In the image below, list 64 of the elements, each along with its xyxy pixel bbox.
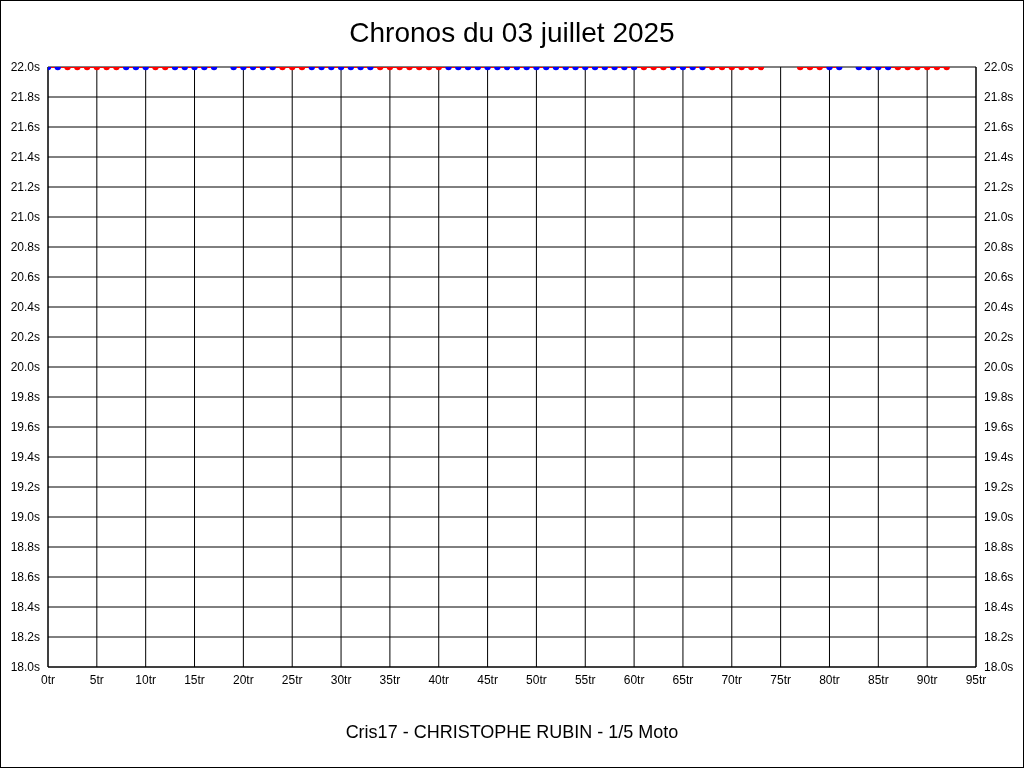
y-tick-label: 19.0s <box>10 510 40 525</box>
x-tick-label: 40tr <box>428 672 450 687</box>
y2-tick-label: 20.0s <box>984 360 1014 375</box>
x-tick-label: 85tr <box>867 672 889 687</box>
x-tick-label: 10tr <box>135 672 157 687</box>
y-tick-label: 18.2s <box>10 630 40 645</box>
x-tick-label: 25tr <box>281 672 303 687</box>
y2-tick-label: 19.2s <box>984 480 1014 495</box>
y-tick-label: 21.6s <box>10 120 40 135</box>
x-tick-label: 50tr <box>526 672 547 687</box>
y2-tick-label: 18.8s <box>984 540 1014 555</box>
y2-tick-label: 18.0s <box>984 660 1014 675</box>
y-tick-label: 20.4s <box>10 300 40 315</box>
x-tick-label: 5tr <box>89 672 104 687</box>
y-tick-label: 20.6s <box>10 270 40 285</box>
y2-tick-label: 21.0s <box>984 210 1014 225</box>
y2-tick-label: 19.4s <box>984 450 1014 465</box>
y-tick-label: 21.8s <box>10 90 40 105</box>
y-tick-label: 18.8s <box>10 540 40 555</box>
x-tick-label: 30tr <box>330 672 352 687</box>
y-tick-label: 18.4s <box>10 600 40 615</box>
y2-tick-label: 18.6s <box>984 570 1014 585</box>
x-tick-label: 15tr <box>184 672 205 687</box>
x-tick-label: 95tr <box>965 672 987 687</box>
x-tick-label: 65tr <box>672 672 694 687</box>
y2-tick-label: 19.0s <box>984 510 1014 525</box>
x-tick-label: 70tr <box>721 672 743 687</box>
y-tick-label: 18.0s <box>10 660 40 675</box>
y2-tick-label: 19.8s <box>984 390 1014 405</box>
y2-tick-label: 20.4s <box>984 300 1014 315</box>
y-tick-label: 20.2s <box>10 330 40 345</box>
y2-tick-label: 18.2s <box>984 630 1014 645</box>
y-tick-label: 20.0s <box>10 360 40 375</box>
x-tick-label: 60tr <box>623 672 645 687</box>
y-tick-label: 19.8s <box>10 390 40 405</box>
y2-tick-label: 20.2s <box>984 330 1014 345</box>
y2-tick-label: 21.2s <box>984 180 1014 195</box>
x-tick-label: 55tr <box>574 672 596 687</box>
y2-tick-label: 22.0s <box>984 60 1014 75</box>
y2-tick-label: 20.6s <box>984 270 1014 285</box>
y-tick-label: 18.6s <box>10 570 40 585</box>
x-tick-label: 20tr <box>233 672 254 687</box>
x-tick-label: 45tr <box>477 672 498 687</box>
y2-tick-label: 19.6s <box>984 420 1014 435</box>
y-tick-label: 21.4s <box>10 150 40 165</box>
y2-tick-label: 21.8s <box>984 90 1014 105</box>
x-tick-label: 75tr <box>770 672 791 687</box>
y2-tick-label: 21.6s <box>984 120 1014 135</box>
x-tick-label: 35tr <box>379 672 401 687</box>
x-tick-label: 90tr <box>916 672 938 687</box>
y-tick-label: 21.2s <box>10 180 40 195</box>
y-tick-label: 19.2s <box>10 480 40 495</box>
x-tick-label: 0tr <box>40 672 56 687</box>
y-tick-label: 19.6s <box>10 420 40 435</box>
chart-title: Chronos du 03 juillet 2025 <box>348 17 676 49</box>
y-tick-label: 21.0s <box>10 210 40 225</box>
y-tick-label: 22.0s <box>10 60 40 75</box>
y2-tick-label: 21.4s <box>984 150 1014 165</box>
text: Cris17 - CHRISTOPHE RUBIN - 1/5 Moto <box>344 722 680 743</box>
x-tick-label: 80tr <box>819 672 840 687</box>
y-tick-label: 20.8s <box>10 240 40 255</box>
y2-tick-label: 20.8s <box>984 240 1014 255</box>
y-tick-label: 19.4s <box>10 450 40 465</box>
y2-tick-label: 18.4s <box>984 600 1014 615</box>
